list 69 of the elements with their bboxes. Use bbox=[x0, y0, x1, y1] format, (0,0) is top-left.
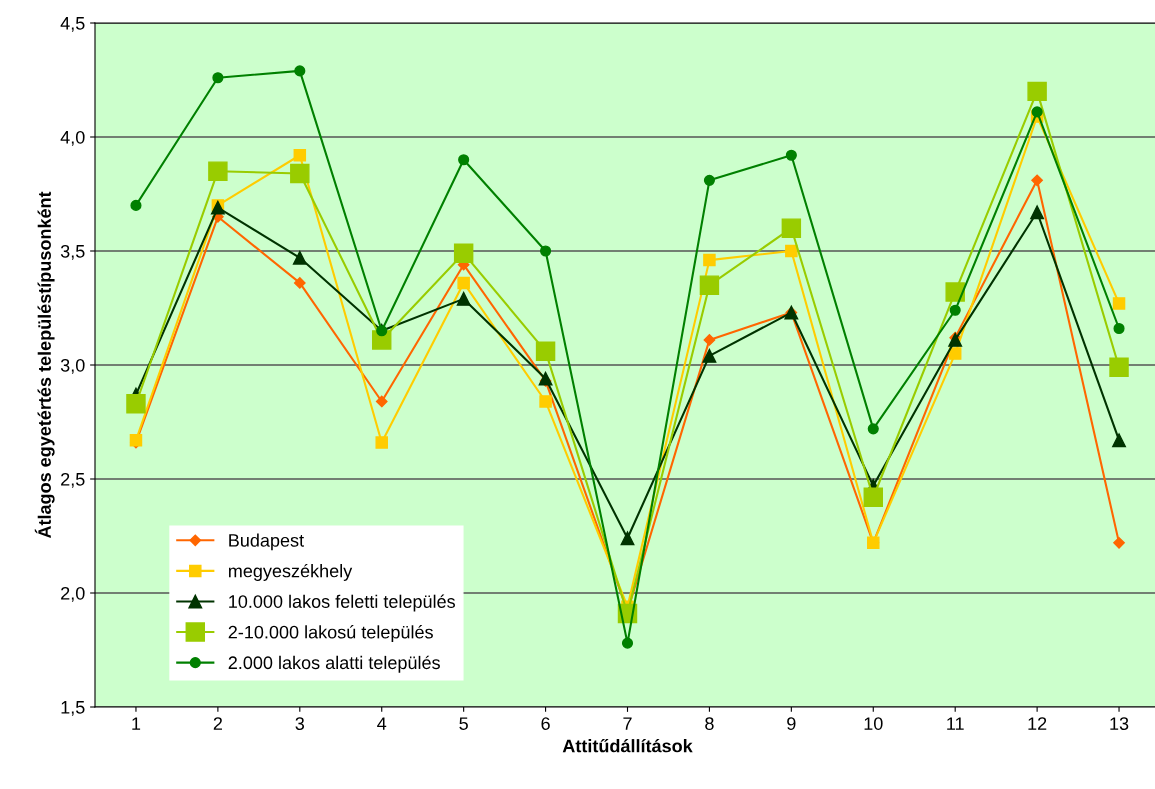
point bbox=[458, 154, 470, 166]
point bbox=[781, 218, 802, 238]
point bbox=[945, 282, 965, 302]
point bbox=[208, 161, 228, 181]
y-tick-label: 1,5 bbox=[61, 701, 85, 716]
point bbox=[294, 65, 306, 77]
x-tick-label: 9 bbox=[787, 717, 796, 730]
point bbox=[703, 174, 715, 186]
point bbox=[703, 253, 716, 267]
legend-label: 2-10.000 lakosú település bbox=[228, 625, 433, 643]
point bbox=[1031, 174, 1043, 187]
point bbox=[1030, 205, 1045, 220]
point bbox=[621, 637, 634, 649]
point bbox=[456, 291, 471, 306]
x-tick-label: 2 bbox=[213, 717, 222, 730]
point bbox=[453, 243, 474, 264]
x-tick-label: 10 bbox=[864, 717, 883, 730]
point bbox=[375, 395, 388, 408]
point bbox=[212, 72, 224, 84]
point bbox=[1027, 81, 1047, 102]
point bbox=[539, 395, 552, 408]
point bbox=[1113, 322, 1125, 335]
y-tick-label: 3,5 bbox=[60, 244, 85, 260]
y-tick-label: 2,5 bbox=[61, 472, 85, 488]
x-tick-label: 13 bbox=[1110, 717, 1129, 730]
x-tick-label: 4 bbox=[377, 717, 387, 730]
point bbox=[949, 304, 961, 316]
point bbox=[863, 487, 883, 507]
point bbox=[620, 531, 635, 546]
y-tick-label: 4,5 bbox=[60, 17, 85, 32]
legend-label: megyeszékhely bbox=[228, 563, 353, 581]
x-axis-title: Attitűdállítások bbox=[562, 738, 693, 753]
point bbox=[457, 276, 470, 290]
point bbox=[292, 250, 307, 265]
x-tick-label: 8 bbox=[705, 717, 714, 730]
x-tick-label: 1 bbox=[132, 717, 141, 730]
point bbox=[1112, 433, 1126, 448]
point bbox=[948, 347, 962, 360]
point bbox=[785, 244, 798, 258]
point bbox=[126, 394, 146, 414]
point bbox=[1113, 536, 1125, 549]
legend-label: Budapest bbox=[229, 533, 304, 551]
point bbox=[293, 277, 306, 289]
legend-label: 10.000 lakos feletti település bbox=[229, 594, 455, 612]
point bbox=[290, 163, 310, 184]
point bbox=[535, 341, 556, 362]
x-tick-label: 3 bbox=[295, 717, 305, 730]
legend-label: 2.000 lakos alatti település bbox=[228, 655, 440, 673]
point bbox=[293, 148, 307, 162]
x-tick-label: 11 bbox=[947, 717, 964, 730]
point bbox=[1031, 106, 1043, 118]
point bbox=[375, 436, 388, 449]
point bbox=[540, 245, 552, 257]
y-tick-label: 3,0 bbox=[60, 358, 85, 374]
point bbox=[130, 199, 142, 211]
point bbox=[702, 348, 717, 363]
x-tick-label: 5 bbox=[459, 717, 468, 730]
y-axis-title: Átlagos egyetértés településtípusonként bbox=[34, 191, 55, 539]
x-tick-label: 7 bbox=[623, 717, 632, 730]
point bbox=[699, 275, 720, 295]
point bbox=[1112, 297, 1126, 310]
y-tick-label: 4,0 bbox=[60, 130, 85, 146]
point bbox=[867, 423, 879, 435]
point bbox=[785, 149, 797, 161]
x-tick-label: 12 bbox=[1028, 717, 1047, 730]
point bbox=[1109, 357, 1129, 378]
y-tick-label: 2,0 bbox=[61, 586, 85, 602]
point bbox=[703, 334, 716, 346]
x-tick-label: 6 bbox=[541, 717, 550, 730]
